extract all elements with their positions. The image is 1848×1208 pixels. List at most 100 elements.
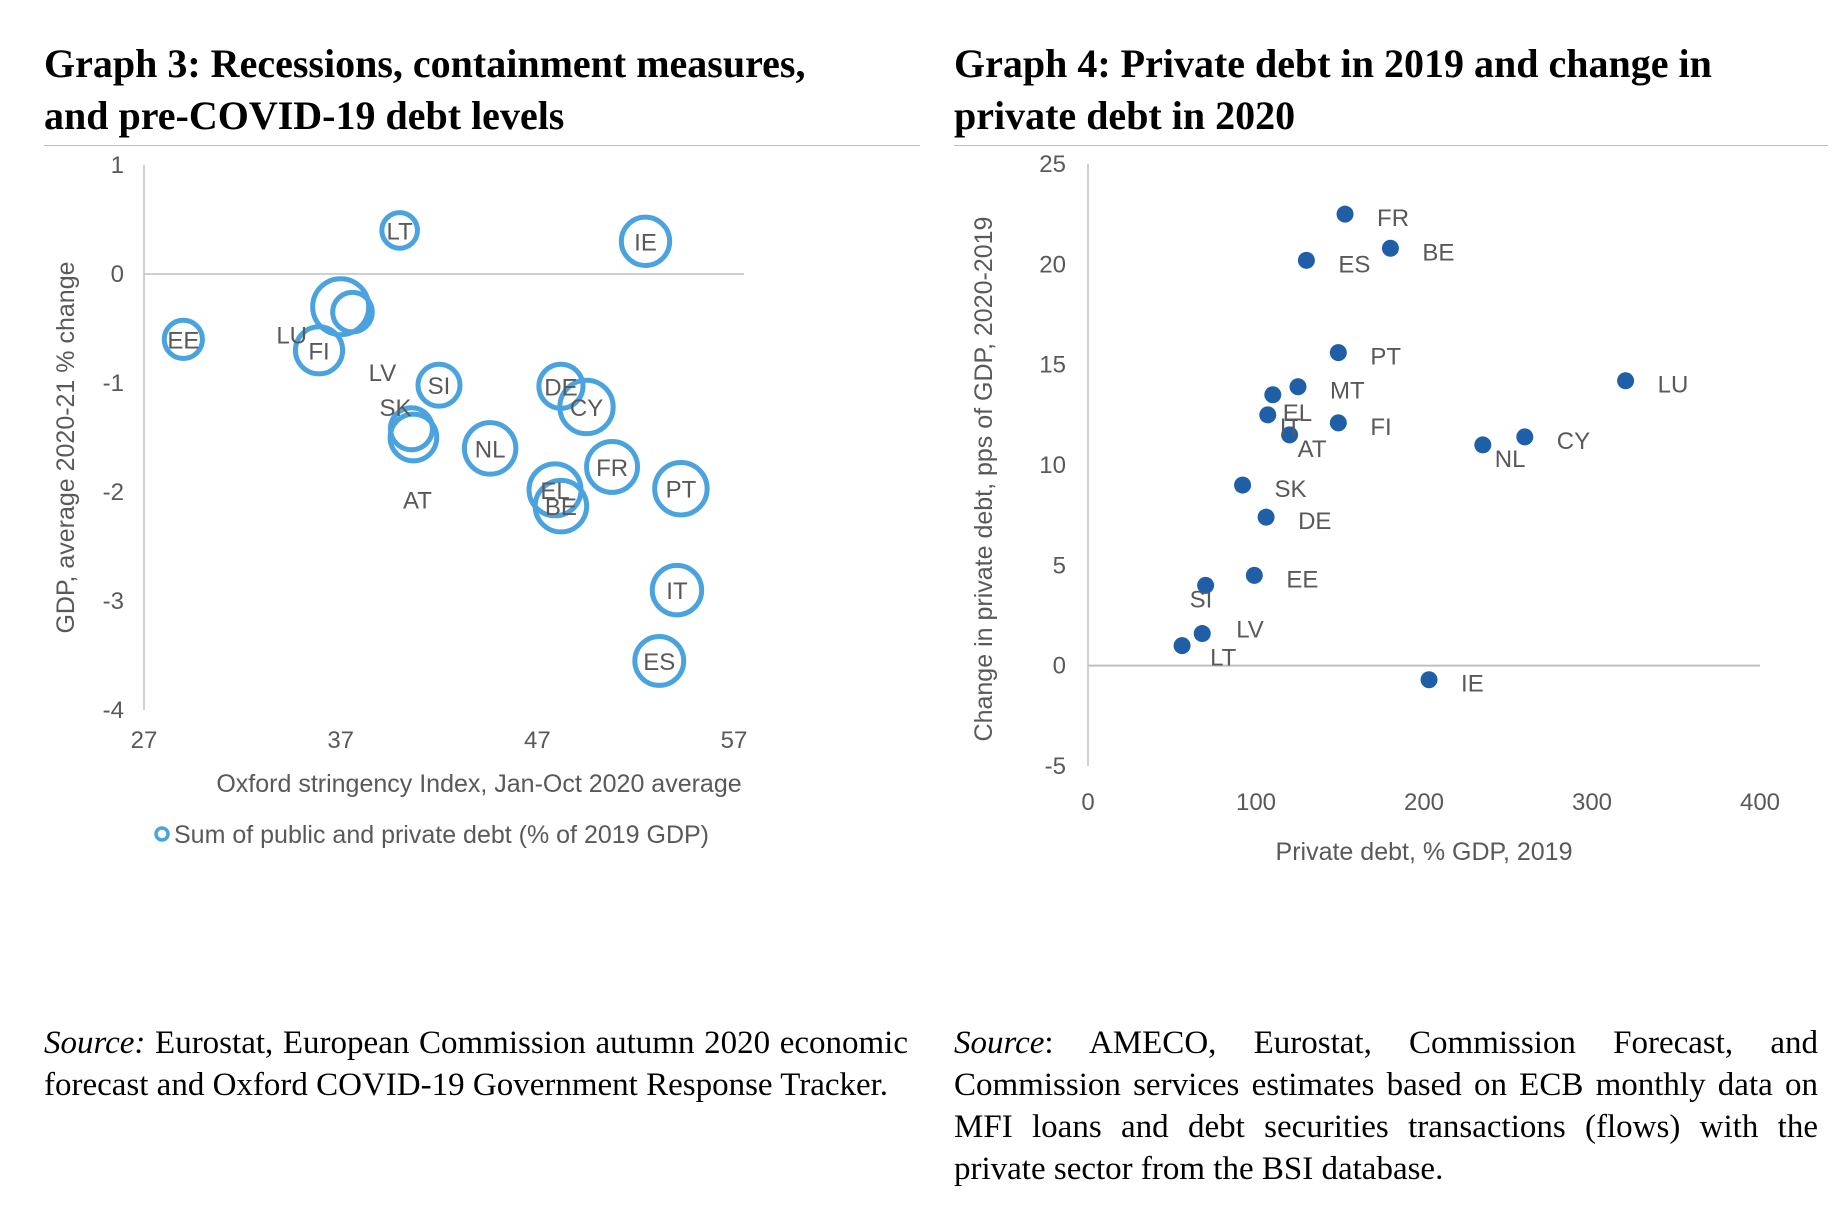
graph3-bubble-lv [330,289,375,335]
graph3-bubble-si [415,361,463,409]
graph3-point-label-pt: PT [666,477,697,504]
graph3-y-tick-0: 0 [111,261,124,288]
graph4-point-nl [1474,436,1492,454]
graph3-title-line1: Graph 3: Recessions, containment measure… [44,41,806,86]
graph3-bubble-pt [652,460,710,518]
graph4-point-label-cy: CY [1557,428,1590,455]
graph3-point-label-lt: LT [387,218,414,245]
graph3-y-tick-1: 1 [111,152,124,179]
graph4-source-label: Source [954,1025,1045,1061]
graph4-point-fi [1329,414,1347,432]
graph3-bubble-ie [618,214,673,268]
graph3-point-label-sk: SK [379,395,411,422]
graph3-source-label: Source: [44,1025,146,1061]
graph3-point-label-fi: FI [308,338,329,365]
graph4-point-label-de: DE [1298,508,1331,535]
graph3-legend-text: Sum of public and private debt (% of 201… [174,821,709,849]
graph4-point-label-pt: PT [1370,344,1401,371]
graph4-y-tick-25: 25 [1039,151,1066,178]
graph3-bubble-sk [387,405,435,453]
graph3-bubble-lu [310,276,372,338]
graph4-y-tick-20: 20 [1039,251,1066,278]
graph3-point-label-si: SI [428,373,451,400]
graph4-x-tick-0: 0 [1081,789,1094,816]
graph4-point-label-sk: SK [1275,476,1307,503]
graph3-point-label-nl: NL [475,436,506,463]
graph4-point-sk [1234,476,1252,494]
graph3-point-label-be: BE [545,494,577,521]
graph3-point-label-el: EL [540,478,569,505]
graph3-y-tick-2: -2 [103,479,124,506]
graph4-source-text: : AMECO, Eurostat, Commission Forecast, … [954,1025,1818,1187]
graph4-title-rule [954,145,1828,146]
graph4-point-label-si: SI [1190,586,1213,613]
graph3-x-tick-57: 57 [721,727,748,754]
graph4-x-tick-400: 400 [1740,789,1780,816]
graph4-point-it [1259,406,1277,424]
graph4-point-si [1197,576,1215,594]
graph4-point-es [1297,251,1315,269]
graph4-x-tick-100: 100 [1236,789,1276,816]
graph3-bubble-ee [161,317,205,362]
graph4-point-label-el: EL [1283,400,1312,427]
graph3-x-tick-47: 47 [524,727,551,754]
graph4-x-tick-300: 300 [1572,789,1612,816]
graph3-y-tick-4: -4 [103,697,124,724]
graph3-point-label-ie: IE [634,229,657,256]
graph4-axes: 25 20 15 10 5 0 -5 0 100 200 300 400 Private debt, %… [970,151,1780,866]
graph3-title-rule [44,145,920,146]
graph3-point-label-at: AT [403,488,432,515]
graph4-y-tick-0: 0 [1053,653,1066,680]
graph4-point-label-at: AT [1298,436,1327,463]
graph3-point-label-lu: LU [276,323,307,350]
graph4-point-label-lt: LT [1210,645,1237,672]
graph3-chart: 1 0 -1 -2 -3 -4 27 37 47 57 Oxford stringency Inde… [52,152,747,849]
graph4-x-tick-200: 200 [1404,789,1444,816]
graph4-point-cy [1516,428,1534,446]
graph4-point-ie [1420,671,1438,689]
graph4-point-label-mt: MT [1330,378,1365,405]
graph4-y-tick-5: 5 [1053,552,1066,579]
graph3-bubble-fi [292,324,346,377]
graph3-y-tick-3: -3 [103,588,124,615]
graph3-bubble-be [532,477,590,535]
graph4-point-label-ie: IE [1461,671,1484,698]
graph4-point-label-lu: LU [1658,372,1689,399]
graph4-point-ee [1245,566,1263,584]
graph4-point-de [1257,508,1275,526]
graph3-y-axis-label: GDP, average 2020-21 % change [52,261,80,633]
graph4-point-label-fi: FI [1370,414,1391,441]
graph3-x-axis-label: Oxford stringency Index, Jan-Oct 2020 av… [216,770,741,798]
graph4-y-axis-label: Change in private debt, pps of GDP, 2020… [970,217,998,742]
graph3-point-label-de: DE [544,374,577,401]
graph4-point-lv [1193,625,1211,643]
graph4-title-line2: private debt in 2020 [954,93,1296,138]
graph3-bubble-lt [379,210,420,251]
graph4-point-at [1281,426,1299,444]
graph4-title-line1: Graph 4: Private debt in 2019 and change… [954,41,1712,86]
graph3-axes: 1 0 -1 -2 -3 -4 27 37 47 57 Oxford stringency Inde… [52,152,747,798]
graph3-bubble-it [649,562,705,618]
graph3-point-label-fr: FR [596,455,628,482]
graph4-point-lu [1617,372,1635,390]
graph4-point-label-lv: LV [1236,617,1264,644]
graph4-source-note: Source: AMECO, Eurostat, Commission Fore… [954,1022,1818,1190]
graph3-point-label-es: ES [643,649,675,676]
graph4-y-tick-5: -5 [1045,753,1066,780]
graph3-title: Graph 3: Recessions, containment measure… [44,38,924,142]
graph3-bubble-fr [584,438,641,495]
graph3-point-label-cy: CY [570,395,603,422]
graph3-x-tick-37: 37 [327,727,354,754]
graph4-point-pt [1329,344,1347,362]
graph3-bubble-es [632,634,687,688]
graph4-title: Graph 4: Private debt in 2019 and change… [954,38,1834,142]
graph3-point-label-ee: EE [167,327,199,354]
graph4-point-label-be: BE [1422,239,1454,266]
graph4-point-mt [1289,378,1307,396]
graph3-title-line2: and pre-COVID-19 debt levels [44,93,565,138]
graph3-legend: Sum of public and private debt (% of 201… [154,821,709,849]
graph4-point-lt [1173,637,1191,655]
graph4-y-tick-15: 15 [1039,352,1066,379]
